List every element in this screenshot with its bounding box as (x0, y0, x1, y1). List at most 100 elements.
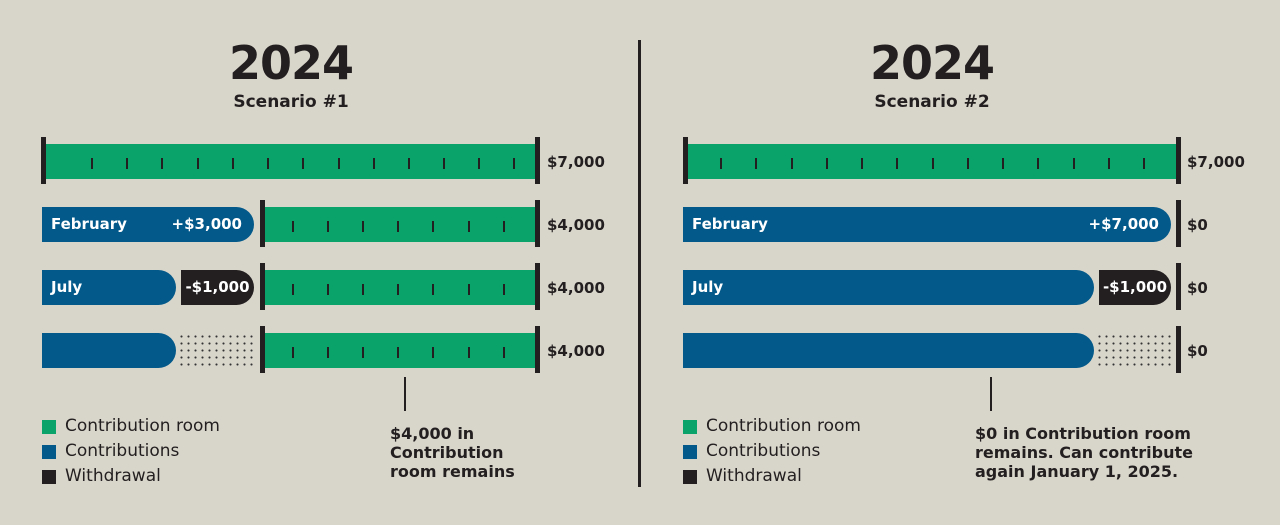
legend-withdrawal-label: Withdrawal (706, 466, 802, 486)
scale-tick (755, 158, 757, 169)
scale-tick (267, 158, 269, 169)
bar-cap-left (41, 137, 46, 184)
scale-tick (362, 221, 364, 232)
bar-cap-left (683, 137, 688, 184)
legend-room-label: Contribution room (65, 416, 220, 436)
scenario-2-note: $0 in Contribution room remains. Can con… (975, 424, 1193, 481)
scenario-1-title: Scenario #1 (233, 92, 349, 112)
scale-tick (1073, 158, 1075, 169)
scale-tick (373, 158, 375, 169)
legend-withdrawal-label: Withdrawal (65, 466, 161, 486)
month-label: July (692, 278, 724, 296)
scale-tick (468, 284, 470, 295)
legend-contributions-label: Contributions (65, 441, 180, 461)
legend-contributions-swatch (683, 445, 697, 459)
scale-tick (408, 158, 410, 169)
bar-cap-right (1176, 326, 1181, 373)
row-value: $0 (1187, 342, 1208, 360)
scale-tick (126, 158, 128, 169)
bar-cap-right (1176, 137, 1181, 184)
contribution-bar (683, 333, 1094, 368)
scale-tick (932, 158, 934, 169)
scale-tick (1002, 158, 1004, 169)
row-value: $0 (1187, 216, 1208, 234)
contribution-bar: July (42, 270, 176, 305)
scale-tick (720, 158, 722, 169)
scale-tick (468, 221, 470, 232)
scenario-1-year: 2024 (228, 36, 354, 90)
scale-tick (432, 347, 434, 358)
scale-tick (503, 221, 505, 232)
scenario-1-note: $4,000 in Contribution room remains (390, 424, 515, 481)
row-value: $4,000 (547, 216, 605, 234)
row-value: $4,000 (547, 279, 605, 297)
scale-tick (292, 347, 294, 358)
row-value: $7,000 (1187, 153, 1245, 171)
scenario-divider (638, 40, 641, 487)
contribution-bar: July (683, 270, 1094, 305)
contribution-room-bar (265, 207, 536, 242)
scale-tick (503, 284, 505, 295)
scale-tick (302, 158, 304, 169)
scale-tick (397, 284, 399, 295)
month-label: February (692, 215, 768, 233)
scale-tick (362, 347, 364, 358)
scale-tick (967, 158, 969, 169)
scale-tick (338, 158, 340, 169)
scale-tick (362, 284, 364, 295)
scale-tick (826, 158, 828, 169)
legend-withdrawal-swatch (683, 470, 697, 484)
scenario-2-title: Scenario #2 (874, 92, 990, 112)
month-label: February (51, 215, 127, 233)
scale-tick (397, 221, 399, 232)
legend-withdrawal-swatch (42, 470, 56, 484)
contribution-room-bar (265, 333, 536, 368)
row-value: $0 (1187, 279, 1208, 297)
note-pointer-line (404, 377, 406, 411)
note-line-1: $0 in Contribution room (975, 424, 1191, 443)
withdrawn-area (1096, 333, 1172, 368)
scale-tick (513, 158, 515, 169)
contribution-bar: February +$7,000 (683, 207, 1171, 242)
month-label: July (51, 278, 83, 296)
legend-room-swatch (683, 420, 697, 434)
scale-tick (91, 158, 93, 169)
withdrawal-bar: -$1,000 (1099, 270, 1171, 305)
scale-tick (232, 158, 234, 169)
scenario-2-year: 2024 (869, 36, 995, 90)
note-line-3: again January 1, 2025. (975, 462, 1179, 481)
row-value: $7,000 (547, 153, 605, 171)
bar-cap-left (260, 263, 265, 310)
scale-tick (503, 347, 505, 358)
bar-cap-right (535, 326, 540, 373)
contribution-room-bar (688, 144, 1177, 179)
note-line-2: remains. Can contribute (975, 443, 1193, 462)
bar-cap-right (535, 137, 540, 184)
scale-tick (197, 158, 199, 169)
scale-tick (896, 158, 898, 169)
note-pointer-line (990, 377, 992, 411)
scale-tick (478, 158, 480, 169)
contribution-bar (42, 333, 176, 368)
scale-tick (397, 347, 399, 358)
contribution-bar: February +$3,000 (42, 207, 254, 242)
scale-tick (327, 347, 329, 358)
scale-tick (432, 284, 434, 295)
scale-tick (1143, 158, 1145, 169)
withdrawal-bar: -$1,000 (181, 270, 254, 305)
scale-tick (432, 221, 434, 232)
bar-cap-right (535, 263, 540, 310)
note-line-2: Contribution (390, 443, 504, 462)
scale-tick (861, 158, 863, 169)
legend-room-swatch (42, 420, 56, 434)
contribution-amount: +$3,000 (171, 215, 242, 233)
contribution-room-bar (46, 144, 536, 179)
scale-tick (161, 158, 163, 169)
scale-tick (468, 347, 470, 358)
contribution-amount: +$7,000 (1088, 215, 1159, 233)
bar-cap-right (535, 200, 540, 247)
legend-contributions-label: Contributions (706, 441, 821, 461)
note-line-1: $4,000 in (390, 424, 475, 443)
scale-tick (443, 158, 445, 169)
bar-cap-left (260, 200, 265, 247)
